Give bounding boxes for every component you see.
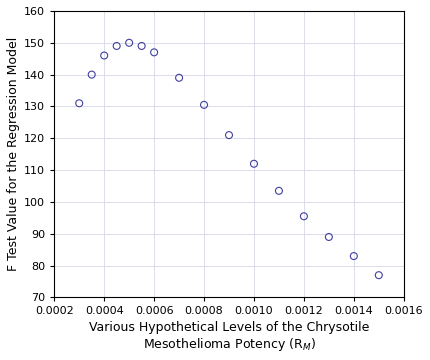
Point xyxy=(113,43,120,49)
Point xyxy=(150,49,157,55)
Y-axis label: F Test Value for the Regression Model: F Test Value for the Regression Model xyxy=(7,37,20,271)
Point xyxy=(276,188,283,194)
Point xyxy=(201,102,208,108)
Point xyxy=(226,132,233,138)
Point xyxy=(350,253,357,259)
Point xyxy=(138,43,145,49)
Point xyxy=(88,72,95,77)
Point xyxy=(251,161,258,167)
Point xyxy=(326,234,332,240)
Point xyxy=(101,53,108,58)
Point xyxy=(175,75,182,81)
Point xyxy=(76,100,83,106)
Point xyxy=(301,213,307,219)
Point xyxy=(126,40,132,46)
X-axis label: Various Hypothetical Levels of the Chrysotile
Mesothelioma Potency (R$_{M}$): Various Hypothetical Levels of the Chrys… xyxy=(89,321,369,353)
Point xyxy=(375,272,382,278)
